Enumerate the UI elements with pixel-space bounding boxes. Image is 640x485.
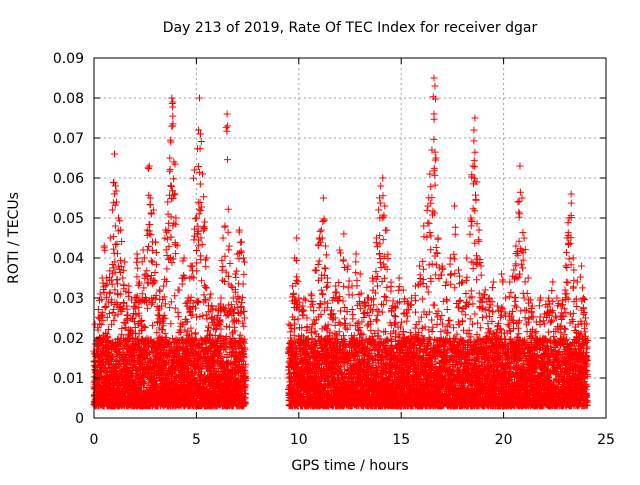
chart-title: Day 213 of 2019, Rate Of TEC Index for r… (163, 20, 538, 36)
